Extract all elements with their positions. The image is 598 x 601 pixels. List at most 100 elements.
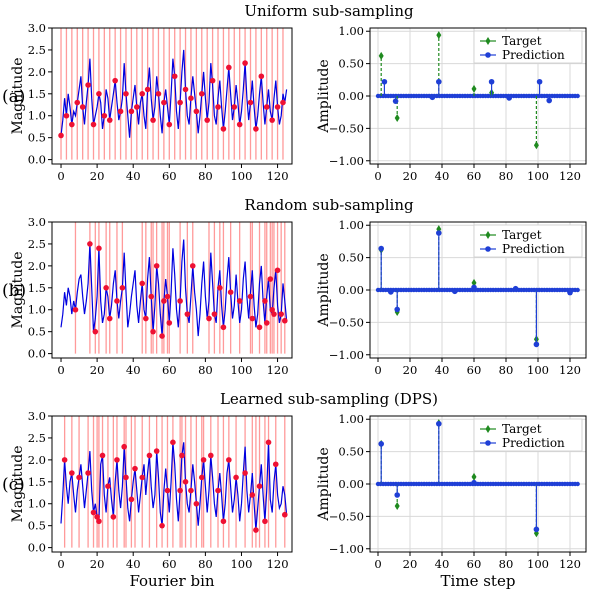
sample-point: [161, 99, 167, 106]
prediction-marker: [394, 492, 401, 498]
y-tick-label: 1.0: [28, 109, 46, 123]
sample-point: [247, 99, 254, 106]
x-tick-label: 100: [527, 363, 549, 377]
legend-prediction-label: Prediction: [502, 242, 565, 256]
sample-point: [114, 298, 120, 304]
sample-point: [265, 439, 272, 446]
sample-point: [164, 487, 171, 494]
sample-point: [153, 263, 160, 269]
sample-point: [188, 487, 194, 494]
sample-point: [182, 479, 189, 485]
sample-point: [256, 324, 263, 331]
x-tick-label: 100: [230, 557, 252, 571]
sample-point: [90, 509, 97, 516]
baseline-marker: [575, 481, 580, 487]
sample-point: [143, 315, 149, 322]
legend-box: [473, 418, 583, 452]
sample-point: [220, 126, 227, 132]
sample-point: [161, 298, 167, 304]
x-tick-label: 20: [90, 169, 105, 183]
sample-point: [249, 315, 256, 322]
x-tick-label: 100: [230, 169, 252, 183]
legend-target-label: Target: [502, 228, 542, 242]
target-marker: [394, 114, 400, 123]
sample-point: [114, 457, 120, 463]
sample-point: [206, 315, 212, 322]
sample-point: [128, 108, 135, 115]
sample-point: [90, 121, 97, 128]
y-tick-label: 0.0: [28, 541, 46, 555]
x-tick-label: 120: [559, 557, 581, 571]
prediction-marker: [452, 288, 458, 295]
sample-point: [249, 492, 256, 498]
x-tick-label: 40: [435, 557, 450, 571]
y-tick-label: 0.00: [338, 283, 364, 297]
x-tick-label: 60: [162, 363, 177, 377]
sample-point: [184, 311, 191, 317]
target-marker: [471, 278, 477, 287]
sample-point: [256, 483, 263, 489]
sample-point: [76, 474, 82, 481]
prediction-marker: [378, 441, 385, 447]
sample-point: [101, 112, 108, 119]
x-tick-label: 120: [267, 363, 289, 377]
y-tick-label: 0.5: [28, 519, 46, 533]
y-tick-label: 0.50: [338, 445, 364, 459]
x-tick-label: 80: [499, 557, 514, 571]
prediction-marker: [471, 284, 477, 291]
y-tick-label: 1.00: [338, 24, 364, 38]
prediction-marker: [436, 78, 442, 85]
sample-point: [92, 328, 99, 335]
y-tick-label: 0.5: [28, 325, 46, 339]
sample-point: [150, 117, 156, 123]
sample-point: [278, 311, 284, 317]
y-tick-label: 0.0: [28, 153, 46, 167]
sample-point: [132, 465, 138, 472]
x-tick-label: 80: [198, 557, 213, 571]
sample-point: [274, 267, 281, 274]
y-tick-label: 0.00: [338, 89, 364, 103]
sample-point: [177, 298, 183, 304]
x-tick-label: 20: [90, 363, 105, 377]
x-tick-label: 0: [57, 363, 64, 377]
sample-point: [253, 126, 259, 132]
sample-point: [85, 82, 91, 88]
chart-b-left: 0 20 40 60 80 100 120 0.0 0.5 1.0 1.5 2.0 2.5 3.0 Magn…: [10, 215, 293, 377]
sample-point: [215, 104, 221, 110]
x-tick-label: 40: [126, 169, 141, 183]
prediction-marker: [533, 526, 540, 533]
sample-point: [123, 91, 129, 97]
prediction-marker: [546, 97, 552, 104]
sample-point: [211, 311, 218, 317]
y-tick-label: −1.00: [329, 154, 364, 168]
y-tick-label: −0.50: [329, 315, 364, 329]
x-tick-label: 60: [467, 557, 482, 571]
sample-point: [263, 104, 270, 110]
x-tick-label: 60: [467, 169, 482, 183]
sample-point: [198, 91, 205, 97]
row-title-b: Random sub-sampling: [244, 196, 414, 214]
x-tick-label: 120: [267, 169, 289, 183]
x-tick-label: 20: [403, 169, 418, 183]
target-marker: [378, 51, 384, 60]
sample-point: [69, 121, 75, 128]
sample-point: [128, 496, 135, 503]
baseline-marker: [575, 93, 580, 99]
prediction-marker: [388, 289, 394, 295]
sample-point: [164, 293, 171, 300]
x-tick-label: 80: [198, 363, 213, 377]
sample-point: [112, 77, 118, 84]
y-tick-label: −0.50: [329, 121, 364, 135]
legend-box: [473, 30, 583, 64]
prediction-marker: [512, 285, 519, 292]
x-tick-label: 80: [499, 169, 514, 183]
x-tick-label: 0: [374, 169, 381, 183]
y-tick-label: 0.50: [338, 57, 364, 71]
x-tick-label: 40: [435, 169, 450, 183]
x-tick-label: 120: [559, 169, 581, 183]
sample-point: [269, 306, 275, 313]
target-marker: [471, 84, 477, 93]
sample-point: [148, 293, 155, 300]
